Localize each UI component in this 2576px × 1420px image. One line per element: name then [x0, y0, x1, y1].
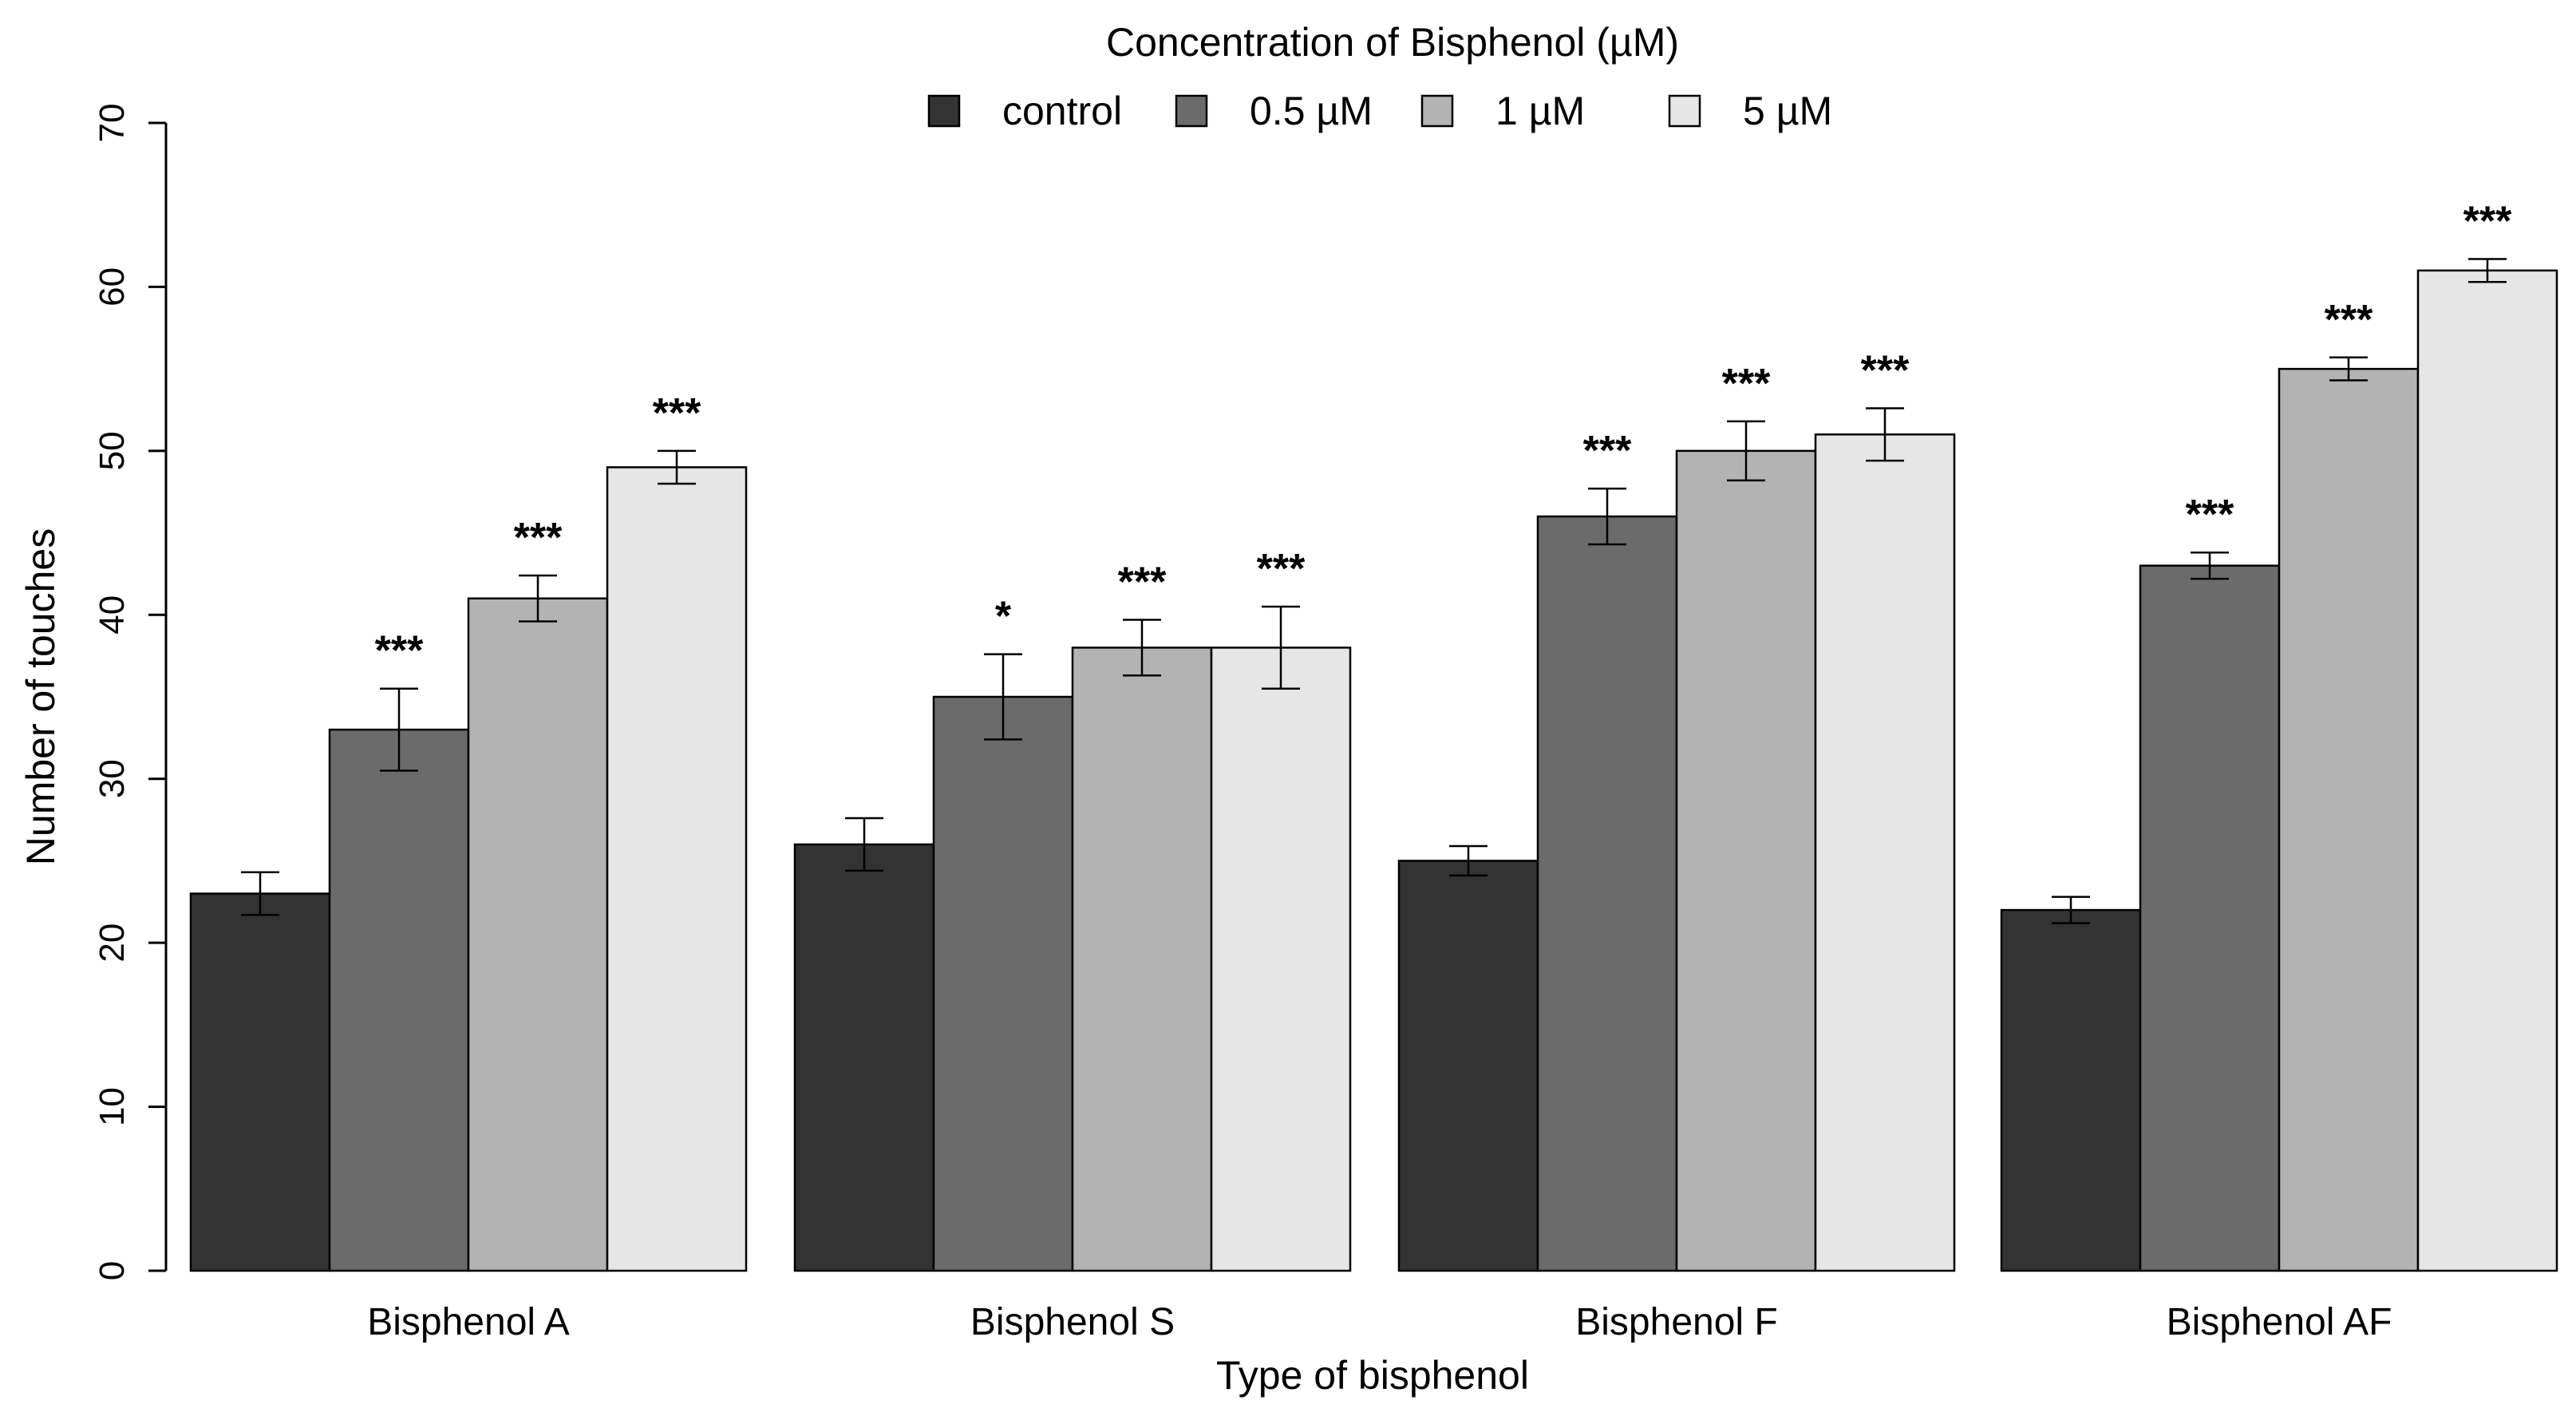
bar-bisphenol-s-control [793, 843, 935, 1272]
bar-bisphenol-a-0-5-m [328, 728, 470, 1272]
y-tick-label: 50 [93, 431, 132, 470]
bar-bisphenol-a-1-m [467, 597, 609, 1272]
y-tick-label: 60 [93, 267, 132, 307]
legend: Concentration of Bisphenol (µM) control 0… [927, 20, 1832, 133]
legend-label: 5 µM [1743, 89, 1832, 133]
x-axis: Bisphenol A Bisphenol S Bisphenol F Bisphen… [367, 1301, 2392, 1343]
bar-bisphenol-af-5-m [2416, 269, 2558, 1272]
bar-bisphenol-a-control [189, 892, 331, 1272]
significance-label: * [995, 594, 1012, 640]
legend-swatch [1668, 94, 1701, 128]
bar-bisphenol-s-1-m [1071, 647, 1213, 1272]
significance-label: *** [2325, 297, 2373, 343]
y-tick-label: 0 [93, 1261, 132, 1280]
bars [189, 269, 2558, 1272]
x-axis-title: Type of bisphenol [1216, 1353, 1529, 1398]
significance-markers: ************* ********* ************ [375, 199, 2512, 674]
significance-label: *** [2186, 492, 2234, 538]
x-category-label: Bisphenol S [970, 1301, 1175, 1343]
bar-bisphenol-f-5-m [1814, 433, 1956, 1272]
bar-bisphenol-a-5-m [606, 466, 748, 1272]
y-tick-label: 70 [93, 104, 132, 143]
legend-label: 0.5 µM [1250, 89, 1373, 133]
significance-label: *** [653, 390, 701, 437]
y-tick-label: 30 [93, 759, 132, 798]
bar-bisphenol-af-1-m [2278, 367, 2420, 1272]
y-tick-label: 40 [93, 595, 132, 635]
y-tick-label: 20 [93, 924, 132, 963]
bar-bisphenol-f-control [1397, 860, 1539, 1272]
y-tick-label: 10 [93, 1087, 132, 1126]
legend-swatch [927, 94, 961, 128]
bar-bisphenol-s-5-m [1210, 647, 1352, 1272]
significance-label: *** [1257, 546, 1306, 592]
y-axis: 0 10 20 30 40 50 60 70 [93, 104, 168, 1280]
significance-label: *** [1861, 347, 1910, 394]
legend-swatch [1420, 94, 1454, 128]
significance-label: *** [375, 628, 424, 674]
x-category-label: Bisphenol A [367, 1301, 570, 1343]
legend-title: Concentration of Bisphenol (µM) [1106, 20, 1679, 65]
error-bars [241, 258, 2507, 924]
bar-bisphenol-af-control [2000, 908, 2142, 1272]
y-axis-title: Number of touches [18, 528, 63, 865]
bar-bisphenol-s-0-5-m [932, 695, 1074, 1272]
legend-label: 1 µM [1495, 89, 1585, 133]
x-category-label: Bisphenol F [1575, 1301, 1777, 1343]
legend-swatch [1175, 94, 1208, 128]
significance-label: *** [1118, 559, 1167, 605]
x-category-label: Bisphenol AF [2167, 1301, 2392, 1343]
significance-label: *** [514, 515, 563, 561]
significance-label: *** [1722, 361, 1771, 407]
bar-bisphenol-af-0-5-m [2139, 564, 2281, 1272]
bar-bisphenol-f-0-5-m [1536, 515, 1678, 1272]
significance-label: *** [2463, 199, 2512, 245]
significance-label: *** [1583, 428, 1632, 474]
legend-label: control [1002, 89, 1122, 133]
bar-bisphenol-f-1-m [1675, 449, 1817, 1272]
